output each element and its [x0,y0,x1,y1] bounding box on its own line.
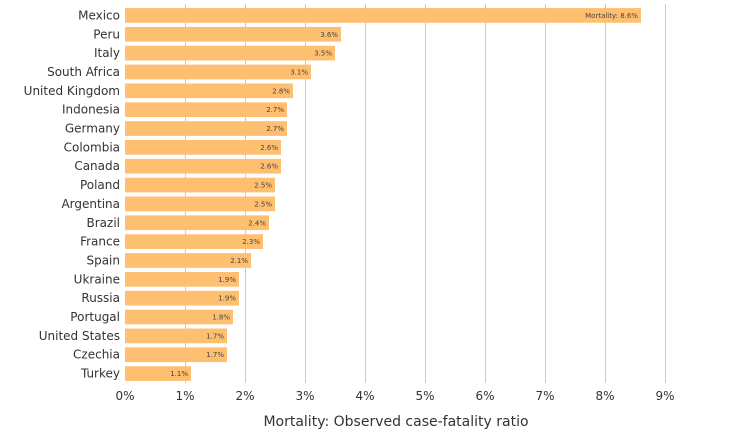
category-label: Germany [65,122,120,136]
bar[interactable] [125,64,311,80]
x-tick-label: 4% [355,389,374,403]
bar-value-label: 1.9% [218,276,236,284]
bar-value-label: Mortality: 8.6% [585,12,638,20]
bar[interactable] [125,177,275,193]
x-tick-label: 6% [475,389,494,403]
bar[interactable] [125,215,269,231]
category-label: Russia [81,291,120,305]
bar-value-label: 2.8% [272,87,290,95]
category-label: United States [39,329,120,343]
x-axis-ticks: 0% 1% 2% 3% 4% 5% 6% 7% 8% 9% [115,389,674,403]
category-label: Czechia [73,348,120,362]
category-label: Spain [86,253,120,267]
bar-value-label: 1.7% [206,351,224,359]
bar-value-label: 2.5% [254,182,272,190]
category-label: Indonesia [62,103,120,117]
bar[interactable] [125,102,287,118]
x-axis-title: Mortality: Observed case-fatality ratio [263,414,528,430]
bar[interactable] [125,309,233,325]
category-label: Peru [93,27,120,41]
category-label: France [80,235,120,249]
bar[interactable] [125,8,641,23]
x-tick-label: 5% [415,389,434,403]
bar-value-label: 2.4% [248,219,266,227]
bar-value-label: 2.6% [260,144,278,152]
x-tick-label: 2% [235,389,254,403]
bar-value-label: 2.1% [230,257,248,265]
bar[interactable] [125,45,335,61]
x-tick-label: 0% [115,389,134,403]
bar-value-label: 3.6% [320,31,338,39]
category-label: Turkey [80,367,120,381]
x-tick-label: 8% [595,389,614,403]
category-label: Italy [94,46,120,60]
bar[interactable] [125,26,341,42]
grid-layer [185,4,666,383]
bar-value-label: 1.9% [218,295,236,303]
bar-value-label: 2.5% [254,200,272,208]
bar[interactable] [125,290,239,306]
label-layer: Mexico Mortality: 8.6% Peru 3.6% Italy 3.5% So… [24,8,639,380]
category-label: Ukraine [74,272,120,286]
bar[interactable] [125,83,293,99]
bar[interactable] [125,347,227,363]
bar-value-label: 2.6% [260,163,278,171]
bar-value-label: 3.5% [314,50,332,58]
category-label: Colombia [64,140,120,154]
category-label: Canada [74,159,120,173]
bar-value-label: 1.7% [206,332,224,340]
bar[interactable] [125,196,275,212]
x-tick-label: 3% [295,389,314,403]
bar[interactable] [125,366,191,381]
bar[interactable] [125,253,251,268]
bar-value-label: 3.1% [290,68,308,76]
category-label: South Africa [47,65,120,79]
bar-layer [125,8,641,381]
category-label: Argentina [61,197,120,211]
category-label: Poland [80,178,120,192]
category-label: Portugal [70,310,120,324]
category-label: Mexico [78,8,120,22]
bar-value-label: 1.1% [170,370,188,378]
bar-value-label: 2.7% [266,125,284,133]
bar[interactable] [125,140,281,155]
x-tick-label: 1% [175,389,194,403]
bar[interactable] [125,234,263,249]
bar[interactable] [125,158,281,174]
bar[interactable] [125,271,239,287]
bar[interactable] [125,328,227,344]
category-label: United Kingdom [24,84,120,98]
bar-value-label: 2.7% [266,106,284,114]
bar-value-label: 2.3% [242,238,260,246]
bar[interactable] [125,121,287,136]
category-label: Brazil [87,216,121,230]
bar-value-label: 1.8% [212,314,230,322]
x-tick-label: 9% [655,389,674,403]
x-tick-label: 7% [535,389,554,403]
